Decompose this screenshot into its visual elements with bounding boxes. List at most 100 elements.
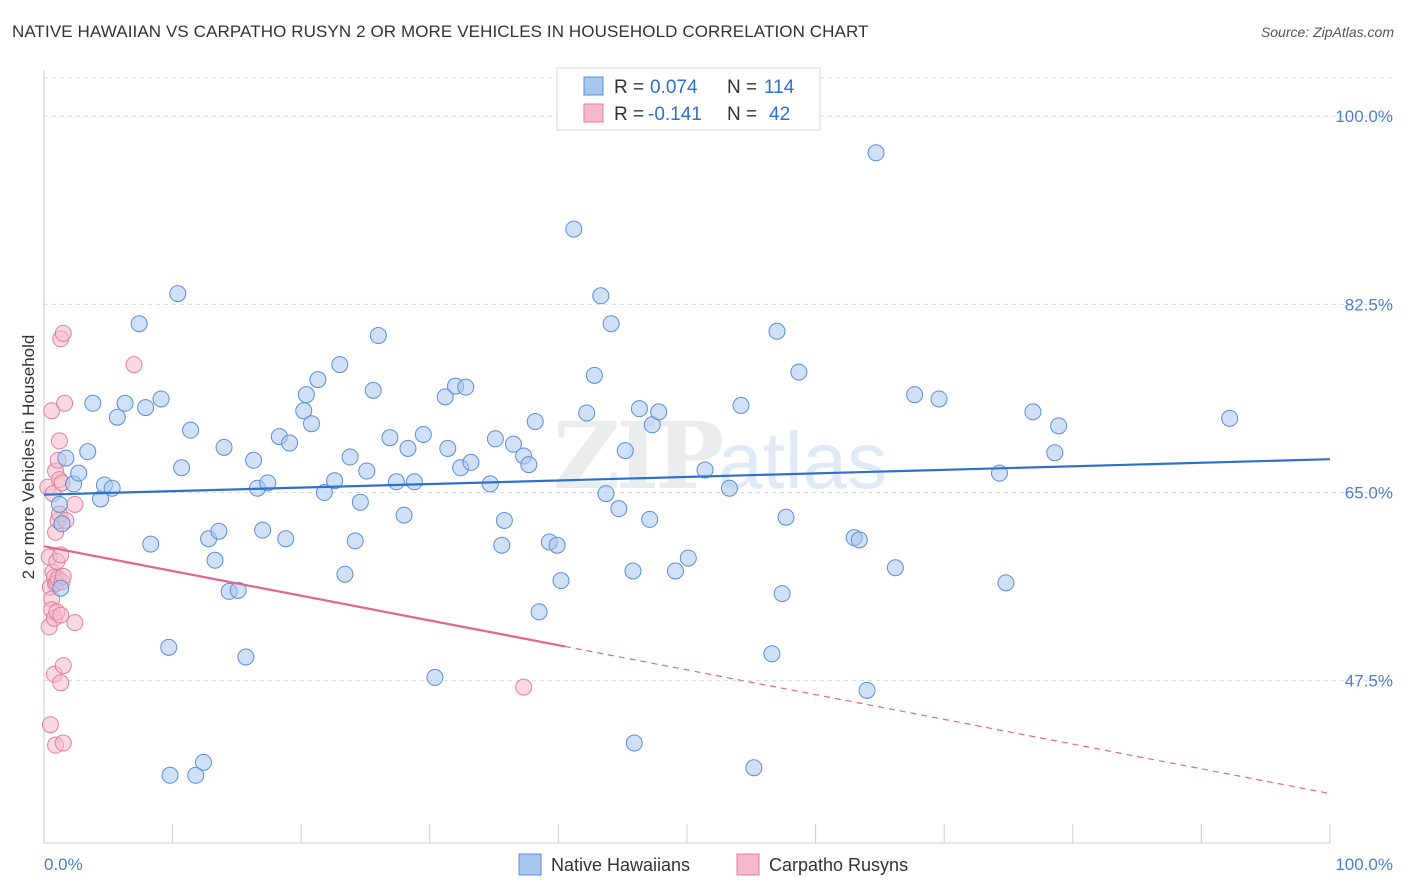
watermark-zip: ZIP [553, 402, 722, 510]
data-point-native-hawaiian [351, 493, 369, 511]
x-axis-ticks [172, 824, 1331, 843]
data-point-native-hawaiian [399, 439, 417, 457]
data-point-native-hawaiian [187, 766, 205, 784]
data-point-carpatho-rusyn [41, 716, 59, 734]
data-point-native-hawaiian [552, 572, 570, 590]
data-point-native-hawaiian [867, 144, 885, 162]
data-point-native-hawaiian [610, 500, 628, 518]
data-point-native-hawaiian [493, 536, 511, 554]
data-point-native-hawaiian [858, 681, 876, 699]
data-point-native-hawaiian [930, 390, 948, 408]
trend-line-carpatho-rusyns [43, 545, 566, 648]
data-point-native-hawaiian [906, 386, 924, 404]
data-point-native-hawaiian [630, 400, 648, 418]
data-point-native-hawaiian [79, 443, 97, 461]
data-point-carpatho-rusyn [515, 678, 533, 696]
chart-source: Source: ZipAtlas.com [1260, 24, 1394, 40]
data-point-native-hawaiian [381, 429, 399, 447]
data-point-native-hawaiian [578, 404, 596, 422]
data-point-native-hawaiian [341, 448, 359, 466]
trend-line-native-hawaiians [43, 458, 1331, 496]
data-point-native-hawaiian [997, 574, 1015, 592]
data-point-native-hawaiian [53, 515, 71, 533]
legend-swatch-carpatho-rusyns [583, 103, 604, 123]
legend-swatch-native-hawaiians [583, 76, 604, 96]
data-point-carpatho-rusyn [43, 402, 61, 420]
data-point-native-hawaiian [1221, 409, 1239, 427]
legend-n-value-1: 114 [764, 77, 795, 98]
y-tick-label: 65.0% [1345, 484, 1393, 503]
data-point-native-hawaiian [295, 402, 313, 420]
data-point-native-hawaiian [169, 285, 187, 303]
data-point-native-hawaiian [137, 399, 155, 417]
trend-lines [43, 458, 1331, 795]
data-point-native-hawaiian [259, 474, 277, 492]
data-point-carpatho-rusyn [66, 614, 84, 632]
data-point-native-hawaiian [210, 522, 228, 540]
legend-r-label-2: R = [614, 104, 644, 125]
data-point-native-hawaiian [696, 461, 714, 479]
data-point-native-hawaiian [315, 484, 333, 502]
data-point-native-hawaiian [1050, 417, 1068, 435]
data-point-native-hawaiian [790, 363, 808, 381]
data-point-native-hawaiian [625, 734, 643, 752]
bottom-legend-label-carpatho-rusyns: Carpatho Rusyns [769, 855, 908, 875]
legend-r-value-1: 0.074 [650, 77, 698, 98]
data-point-native-hawaiian [592, 287, 610, 305]
data-point-native-hawaiian [237, 648, 255, 666]
data-point-native-hawaiian [70, 464, 88, 482]
y-tick-label: 82.5% [1345, 295, 1393, 314]
data-point-native-hawaiian [495, 511, 513, 529]
data-point-native-hawaiian [281, 434, 299, 452]
bottom-legend-swatch-carpatho-rusyns [736, 853, 760, 876]
data-point-native-hawaiian [650, 403, 668, 421]
data-point-native-hawaiian [520, 456, 538, 474]
data-point-native-hawaiian [1046, 444, 1064, 462]
data-point-native-hawaiian [161, 766, 179, 784]
watermark-atlas: atlas [718, 416, 887, 505]
data-point-native-hawaiian [565, 220, 583, 238]
data-point-native-hawaiian [1024, 403, 1042, 421]
data-point-native-hawaiian [548, 536, 566, 554]
data-point-native-hawaiian [439, 439, 457, 457]
data-point-native-hawaiian [387, 473, 405, 491]
data-point-carpatho-rusyn [54, 657, 72, 675]
data-point-native-hawaiian [526, 413, 544, 431]
data-point-native-hawaiian [50, 495, 68, 513]
data-point-native-hawaiian [309, 371, 327, 389]
data-point-native-hawaiian [720, 479, 738, 497]
watermark: ZIP atlas [553, 402, 887, 510]
data-point-native-hawaiian [597, 485, 615, 503]
data-point-carpatho-rusyn [52, 606, 70, 624]
data-point-native-hawaiian [426, 668, 444, 686]
data-point-native-hawaiian [229, 581, 247, 599]
data-point-native-hawaiian [585, 366, 603, 384]
data-point-native-hawaiian [462, 453, 480, 471]
data-point-carpatho-rusyn [54, 734, 72, 752]
data-point-native-hawaiian [850, 531, 868, 549]
data-point-native-hawaiian [297, 386, 315, 404]
data-point-native-hawaiian [245, 451, 263, 469]
legend-n-label-2: N = [727, 104, 757, 125]
data-point-native-hawaiian [182, 421, 200, 439]
data-point-carpatho-rusyn [54, 324, 72, 342]
x-tick-label-min: 0.0% [44, 855, 83, 874]
data-point-native-hawaiian [777, 508, 795, 526]
data-point-native-hawaiian [395, 506, 413, 524]
data-point-native-hawaiian [57, 449, 75, 467]
data-point-native-hawaiian [773, 585, 791, 603]
data-point-carpatho-rusyn [50, 432, 68, 450]
data-point-native-hawaiian [194, 753, 212, 771]
data-point-native-hawaiian [616, 442, 634, 460]
data-point-native-hawaiian [405, 473, 423, 491]
data-point-native-hawaiian [160, 638, 178, 656]
legend-r-label-1: R = [614, 77, 644, 98]
data-point-native-hawaiian [486, 430, 504, 448]
data-point-native-hawaiian [173, 459, 191, 477]
data-point-native-hawaiian [152, 390, 170, 408]
data-point-native-hawaiian [331, 356, 349, 374]
legend-n-label-1: N = [727, 77, 757, 98]
data-point-native-hawaiian [886, 559, 904, 577]
y-tick-label: 100.0% [1335, 107, 1393, 126]
